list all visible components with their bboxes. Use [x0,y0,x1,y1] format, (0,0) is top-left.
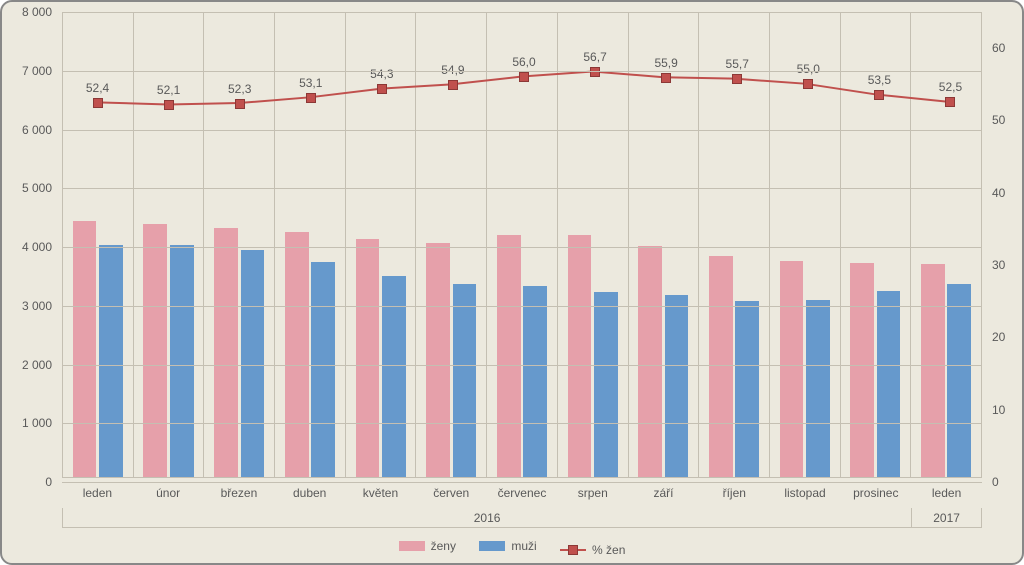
gridline [62,71,982,72]
bar-women [143,224,167,477]
bar-men [735,301,759,477]
y-right-tick: 0 [992,475,999,489]
y-axis-left: 01 0002 0003 0004 0005 0006 0007 0008 00… [2,12,57,478]
bar-men [311,262,335,477]
month-group [345,12,416,478]
chart-container: 0 1 000 2 000 3 000 4 000 5 000 6 000 7 000 8 00… [0,0,1024,565]
legend-men: muži [479,539,536,553]
x-label: únor [133,482,204,508]
x-label: leden [911,482,982,508]
y-right-tick: 20 [992,330,1005,344]
x-axis-labels: ledenúnorbřezendubenkvětenčervenčervenec… [62,482,982,508]
bar-women [73,221,97,477]
bar-women [638,246,662,477]
month-group [415,12,486,478]
x-label: září [628,482,699,508]
bar-women [780,261,804,477]
bar-men [806,300,830,477]
bar-men [665,295,689,478]
year-row: 20162017 [62,508,982,528]
gridline [62,130,982,131]
legend-pct: % žen [560,543,625,557]
bar-men [453,284,477,477]
x-label: leden [62,482,133,508]
plot-area: 52,452,152,353,154,354,956,056,755,955,7… [62,12,982,478]
month-group [910,12,982,478]
gridline [62,423,982,424]
bars-row [62,12,982,478]
x-label: listopad [770,482,841,508]
month-group [769,12,840,478]
x-label: červenec [487,482,558,508]
y-right-tick: 50 [992,113,1005,127]
year-label: 2017 [911,508,982,528]
x-label: prosinec [840,482,911,508]
y-left-tick: 3 000 [22,299,52,313]
y-left-tick: 4 000 [22,240,52,254]
y-left-tick: 1 000 [22,416,52,430]
gridline [62,247,982,248]
y-axis-right: 0102030405060 [987,12,1022,478]
y-right-tick: 60 [992,41,1005,55]
legend-pct-swatch [560,549,586,551]
y-left-tick: 0 [45,475,52,489]
y-left-tick: 7 000 [22,64,52,78]
bar-men [99,245,123,478]
bar-women [356,239,380,477]
y-left-tick: 6 000 [22,123,52,137]
bar-men [594,292,618,477]
bar-women [921,264,945,477]
bar-women [568,235,592,477]
month-group [274,12,345,478]
month-group [486,12,557,478]
bar-women [426,243,450,477]
gridline [62,188,982,189]
bar-men [877,291,901,477]
bar-women [850,263,874,477]
month-group [557,12,628,478]
legend: ženy muži % žen [2,539,1022,557]
month-group [62,12,133,478]
x-label: květen [345,482,416,508]
bar-women [285,232,309,477]
y-right-tick: 10 [992,403,1005,417]
gridline [62,12,982,13]
gridline [62,365,982,366]
month-group [698,12,769,478]
gridline [62,306,982,307]
x-label: březen [204,482,275,508]
month-group [133,12,204,478]
x-label: říjen [699,482,770,508]
bar-women [709,256,733,477]
legend-women-swatch [399,541,425,551]
x-label: srpen [557,482,628,508]
y-left-tick: 8 000 [22,5,52,19]
x-label: červen [416,482,487,508]
y-left-tick: 2 000 [22,358,52,372]
legend-pct-label: % žen [592,543,625,557]
legend-men-label: muži [511,539,536,553]
bar-men [170,245,194,478]
bar-women [214,228,238,477]
y-left-tick: 5 000 [22,181,52,195]
y-right-tick: 40 [992,186,1005,200]
month-group [840,12,911,478]
legend-women: ženy [399,539,456,553]
legend-women-label: ženy [431,539,456,553]
y-right-tick: 30 [992,258,1005,272]
bar-men [947,284,971,477]
year-label: 2016 [62,508,911,528]
month-group [203,12,274,478]
legend-men-swatch [479,541,505,551]
x-label: duben [274,482,345,508]
month-group [628,12,699,478]
bar-men [523,286,547,477]
bar-women [497,235,521,477]
